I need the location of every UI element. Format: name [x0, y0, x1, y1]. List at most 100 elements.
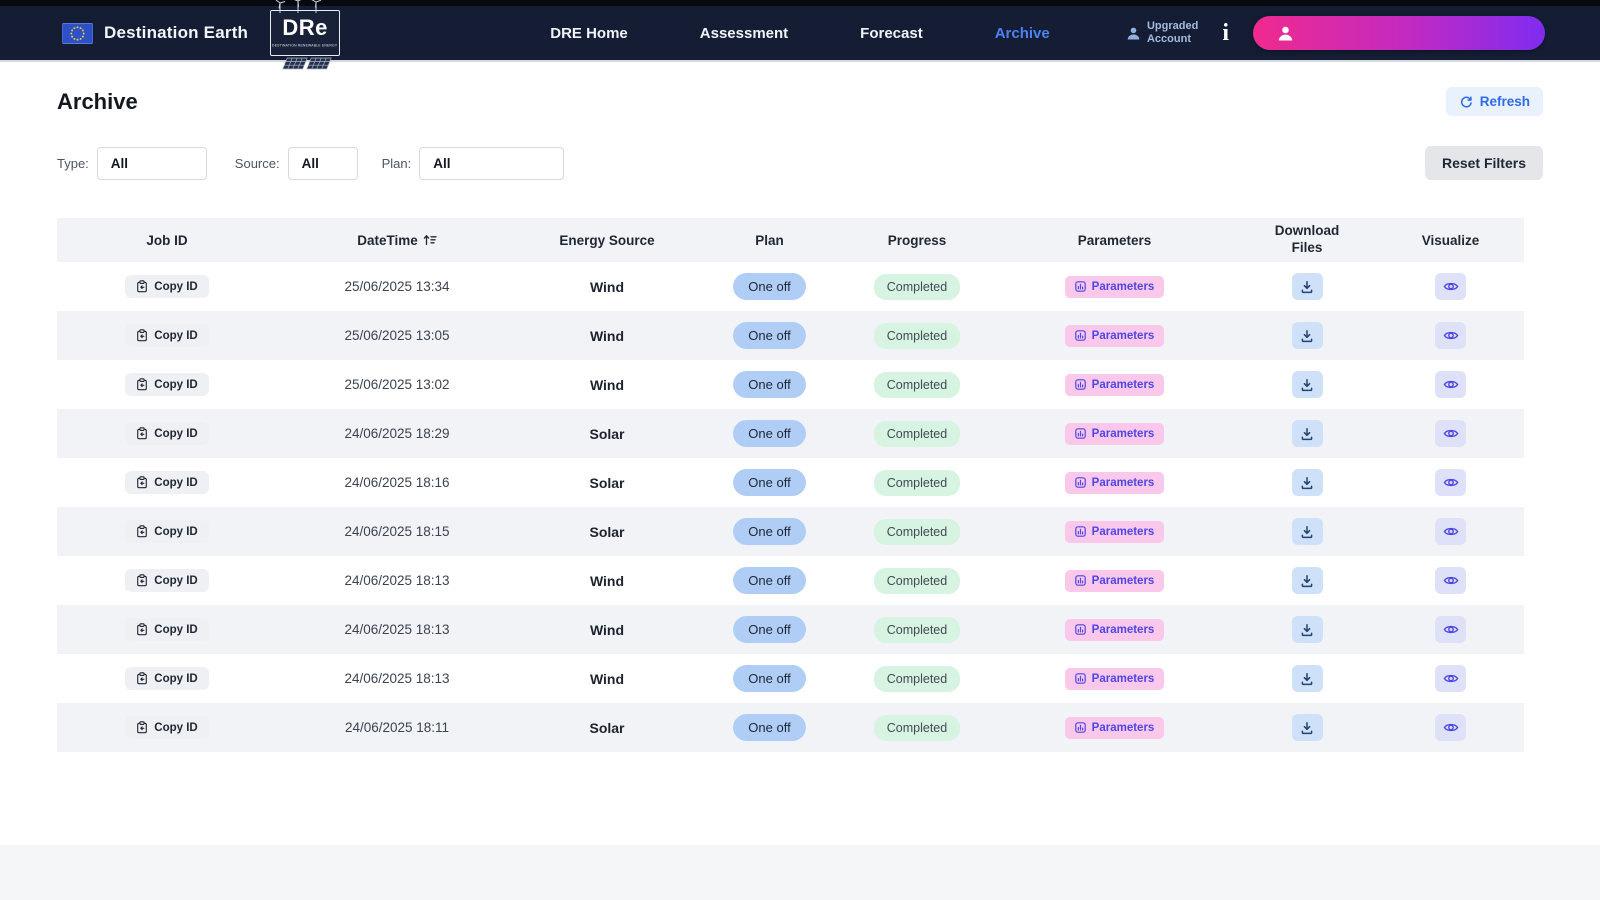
download-button[interactable]: [1292, 518, 1323, 545]
plan-badge: One off: [733, 371, 805, 398]
download-icon: [1300, 525, 1314, 539]
parameters-button[interactable]: Parameters: [1065, 619, 1165, 641]
datetime-value: 25/06/2025 13:02: [344, 377, 449, 392]
copy-id-button[interactable]: Copy ID: [125, 618, 208, 641]
dre-logo[interactable]: DRe DESTINATION RENEWABLE ENERGY: [270, 10, 340, 56]
parameters-button[interactable]: Parameters: [1065, 521, 1165, 543]
info-icon[interactable]: i: [1218, 21, 1233, 45]
visualize-button[interactable]: [1435, 714, 1466, 741]
copy-id-button[interactable]: Copy ID: [125, 471, 208, 494]
header-plan: Plan: [697, 233, 842, 248]
navbar-right: UpgradedAccount i: [1126, 16, 1545, 50]
download-button[interactable]: [1292, 322, 1323, 349]
eye-icon: [1443, 525, 1459, 538]
account-status[interactable]: UpgradedAccount: [1126, 20, 1198, 45]
filters-bar: Type: All Source: All Plan: All Reset Fi…: [57, 146, 1543, 180]
download-button[interactable]: [1292, 714, 1323, 741]
eye-icon: [1443, 329, 1459, 342]
download-icon: [1300, 280, 1314, 294]
page-title: Archive: [57, 89, 138, 115]
download-button[interactable]: [1292, 616, 1323, 643]
eye-icon: [1443, 378, 1459, 391]
download-button[interactable]: [1292, 469, 1323, 496]
eye-icon: [1443, 721, 1459, 734]
type-filter-select[interactable]: All: [97, 147, 207, 180]
type-filter-label: Type:: [57, 156, 89, 171]
copy-id-button[interactable]: Copy ID: [125, 324, 208, 347]
download-button[interactable]: [1292, 371, 1323, 398]
profile-button[interactable]: [1253, 16, 1545, 50]
visualize-button[interactable]: [1435, 567, 1466, 594]
copy-id-button[interactable]: Copy ID: [125, 373, 208, 396]
eye-icon: [1443, 574, 1459, 587]
bar-chart-icon: [1075, 575, 1086, 586]
parameters-button[interactable]: Parameters: [1065, 570, 1165, 592]
nav-link-forecast[interactable]: Forecast: [860, 25, 923, 42]
energy-source-value: Wind: [590, 377, 624, 393]
visualize-button[interactable]: [1435, 322, 1466, 349]
copy-id-button[interactable]: Copy ID: [125, 716, 208, 739]
energy-source-value: Solar: [589, 426, 624, 442]
profile-person-icon: [1277, 25, 1294, 42]
progress-badge: Completed: [874, 519, 960, 545]
visualize-button[interactable]: [1435, 616, 1466, 643]
datetime-value: 24/06/2025 18:11: [345, 720, 449, 735]
visualize-button[interactable]: [1435, 518, 1466, 545]
parameters-button[interactable]: Parameters: [1065, 423, 1165, 445]
table-row: Copy ID 25/06/2025 13:05 Wind One off Co…: [57, 311, 1524, 360]
bar-chart-icon: [1075, 624, 1086, 635]
copy-id-button[interactable]: Copy ID: [125, 422, 208, 445]
nav-link-assessment[interactable]: Assessment: [700, 25, 788, 42]
nav-link-archive[interactable]: Archive: [995, 25, 1050, 42]
copy-id-button[interactable]: Copy ID: [125, 569, 208, 592]
visualize-button[interactable]: [1435, 371, 1466, 398]
account-label: UpgradedAccount: [1147, 20, 1198, 45]
parameters-button[interactable]: Parameters: [1065, 374, 1165, 396]
download-button[interactable]: [1292, 665, 1323, 692]
progress-badge: Completed: [874, 617, 960, 643]
visualize-button[interactable]: [1435, 420, 1466, 447]
plan-badge: One off: [733, 322, 805, 349]
header-visualize: Visualize: [1377, 233, 1524, 248]
bar-chart-icon: [1075, 673, 1086, 684]
plan-filter-select[interactable]: All: [419, 147, 564, 180]
dre-logo-subtext: DESTINATION RENEWABLE ENERGY: [273, 43, 338, 47]
solar-panels-icon: [276, 56, 334, 72]
bar-chart-icon: [1075, 330, 1086, 341]
energy-source-value: Wind: [590, 622, 624, 638]
table-body: Copy ID 25/06/2025 13:34 Wind One off Co…: [57, 262, 1524, 752]
parameters-button[interactable]: Parameters: [1065, 668, 1165, 690]
eye-icon: [1443, 623, 1459, 636]
copy-id-button[interactable]: Copy ID: [125, 275, 208, 298]
clipboard-icon: [136, 378, 148, 391]
copy-id-button[interactable]: Copy ID: [125, 667, 208, 690]
parameters-button[interactable]: Parameters: [1065, 276, 1165, 298]
download-button[interactable]: [1292, 273, 1323, 300]
datetime-value: 24/06/2025 18:16: [344, 475, 449, 490]
download-button[interactable]: [1292, 420, 1323, 447]
copy-id-button[interactable]: Copy ID: [125, 520, 208, 543]
table-row: Copy ID 24/06/2025 18:13 Wind One off Co…: [57, 556, 1524, 605]
parameters-button[interactable]: Parameters: [1065, 717, 1165, 739]
table-row: Copy ID 24/06/2025 18:15 Solar One off C…: [57, 507, 1524, 556]
refresh-button[interactable]: Refresh: [1446, 87, 1543, 116]
bar-chart-icon: [1075, 526, 1086, 537]
visualize-button[interactable]: [1435, 665, 1466, 692]
header-datetime[interactable]: DateTime: [277, 233, 517, 248]
parameters-button[interactable]: Parameters: [1065, 472, 1165, 494]
reset-filters-button[interactable]: Reset Filters: [1425, 146, 1543, 180]
brand[interactable]: Destination Earth: [62, 23, 248, 44]
clipboard-icon: [136, 623, 148, 636]
nav-link-dre-home[interactable]: DRE Home: [550, 25, 628, 42]
plan-badge: One off: [733, 518, 805, 545]
clipboard-icon: [136, 721, 148, 734]
footer-strip: [0, 845, 1600, 900]
download-button[interactable]: [1292, 567, 1323, 594]
datetime-value: 24/06/2025 18:13: [344, 573, 449, 588]
visualize-button[interactable]: [1435, 469, 1466, 496]
source-filter-select[interactable]: All: [288, 147, 358, 180]
bar-chart-icon: [1075, 379, 1086, 390]
plan-badge: One off: [733, 616, 805, 643]
parameters-button[interactable]: Parameters: [1065, 325, 1165, 347]
visualize-button[interactable]: [1435, 273, 1466, 300]
